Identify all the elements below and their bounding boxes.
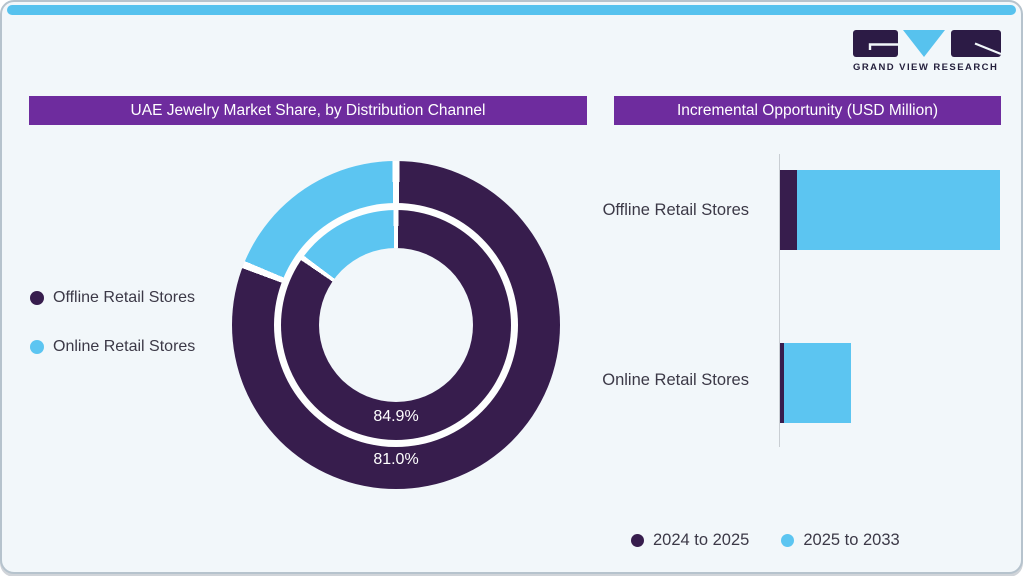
online-bar-2025-2033-segment: [784, 343, 851, 423]
legend-2024-2025-dot: [631, 534, 644, 547]
offline-legend-label: Offline Retail Stores: [53, 289, 195, 306]
brand-logo-marks: [853, 30, 1001, 57]
online-bar-2024-2025-segment: [780, 343, 784, 423]
offline-bar-2025-2033-segment: [797, 170, 1000, 250]
brand-logo-text: GRAND VIEW RESEARCH: [853, 62, 999, 73]
logo-v-icon: [903, 30, 945, 57]
bar-category-offline: Offline Retail Stores: [602, 201, 749, 219]
bar-chart-axis-line: [779, 154, 780, 447]
logo-g-icon: [853, 30, 898, 57]
legend-item-2024-2025: 2024 to 2025: [631, 531, 749, 550]
offline-stacked-bar: [780, 170, 1000, 250]
legend-2025-2033-label: 2025 to 2033: [803, 531, 900, 549]
logo-r-icon: [951, 30, 1001, 57]
online-stacked-bar: [780, 343, 851, 423]
bar-chart-legend: 2024 to 2025 2025 to 2033: [631, 531, 900, 550]
donut-hole: [319, 248, 473, 402]
legend-item-offline: Offline Retail Stores: [30, 289, 195, 307]
legend-2025-2033-dot: [781, 534, 795, 547]
donut-chart: 84.9% 81.0%: [232, 161, 560, 489]
inner-ring-value-label: 84.9%: [373, 408, 419, 425]
offline-legend-dot: [30, 291, 44, 305]
legend-item-2025-2033: 2025 to 2033: [781, 531, 900, 550]
brand-logo: GRAND VIEW RESEARCH: [853, 30, 1001, 73]
card-top-accent-bar: [7, 5, 1016, 15]
legend-item-online: Online Retail Stores: [30, 338, 195, 356]
outer-ring-value-label: 81.0%: [373, 451, 419, 468]
bar-chart-title: Incremental Opportunity (USD Million): [614, 96, 1001, 125]
legend-2024-2025-label: 2024 to 2025: [653, 531, 750, 549]
donut-chart-title: UAE Jewelry Market Share, by Distributio…: [29, 96, 587, 125]
bar-category-online: Online Retail Stores: [602, 371, 749, 389]
offline-bar-2024-2025-segment: [780, 170, 797, 250]
online-legend-dot: [30, 340, 44, 354]
online-legend-label: Online Retail Stores: [53, 338, 196, 355]
